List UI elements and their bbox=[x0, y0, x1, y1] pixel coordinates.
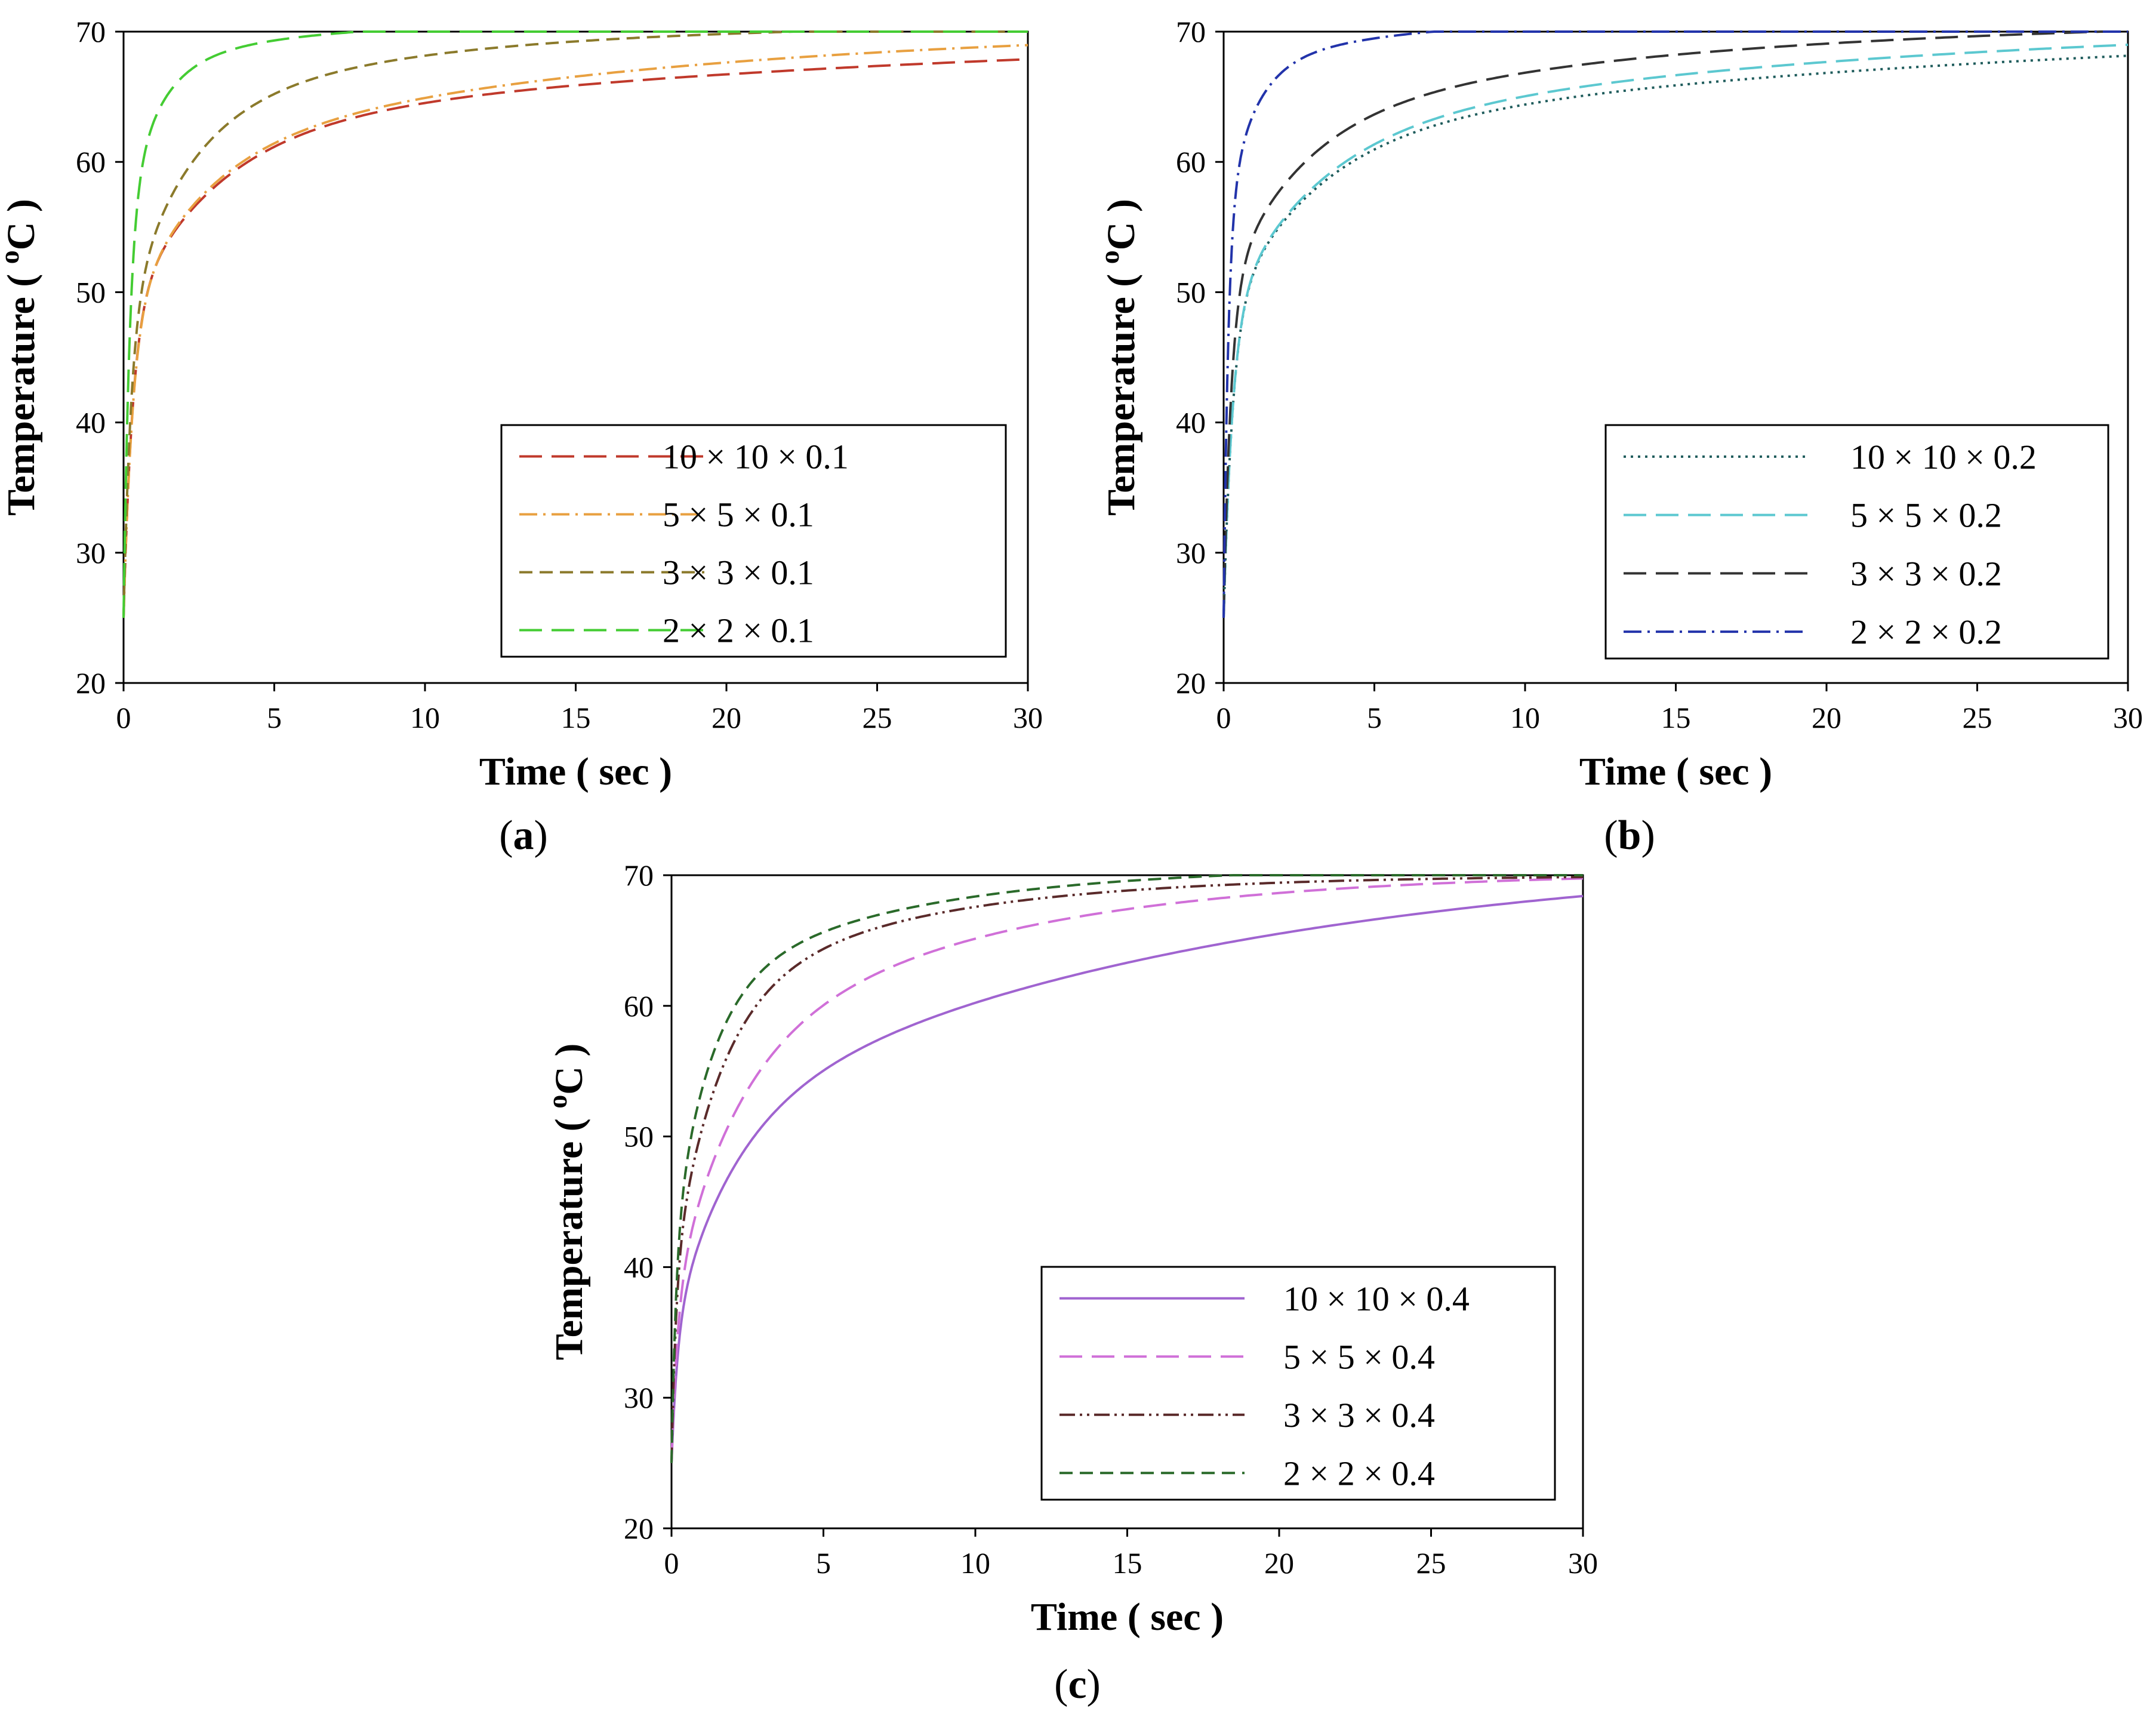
y-axis-title: Temperature ( oC ) bbox=[542, 1044, 591, 1361]
x-tick-label: 10 bbox=[410, 701, 440, 734]
chart-panel-b: 0 5 10 15 20 25 30 20 30 40 50 60 70 Time ( sec ) Temp… bbox=[1094, 15, 2143, 793]
y-tick-label: 60 bbox=[1176, 145, 1206, 179]
x-tick-label: 30 bbox=[2113, 701, 2143, 734]
legend-entry-4: 2 × 2 × 0.4 bbox=[1283, 1454, 1435, 1493]
y-tick-label: 70 bbox=[76, 15, 106, 48]
y-tick-label: 70 bbox=[1176, 15, 1206, 48]
x-tick-label: 20 bbox=[1812, 701, 1841, 734]
legend-entry-3: 3 × 3 × 0.2 bbox=[1850, 554, 2002, 593]
y-tick-label: 50 bbox=[76, 275, 106, 309]
x-tick-label: 30 bbox=[1013, 701, 1043, 734]
legend-entry-1: 10 × 10 × 0.2 bbox=[1850, 438, 2037, 476]
y-tick-label: 20 bbox=[1176, 666, 1206, 700]
x-tick-label: 10 bbox=[960, 1546, 990, 1580]
legend-entry-4: 2 × 2 × 0.1 bbox=[663, 611, 814, 650]
y-axis-title: Temperature ( oC ) bbox=[0, 199, 43, 516]
series-line-4 bbox=[122, 30, 1028, 618]
x-tick-label: 25 bbox=[1963, 701, 1992, 734]
x-tick-label: 15 bbox=[1113, 1546, 1142, 1580]
y-tick-label: 50 bbox=[1176, 275, 1206, 309]
chart-panel-c: 0 5 10 15 20 25 30 20 30 40 50 60 70 Time ( sec ) Temp… bbox=[542, 858, 1598, 1639]
y-tick-label: 60 bbox=[76, 145, 106, 179]
y-tick-label: 50 bbox=[624, 1120, 654, 1153]
series-line-1 bbox=[1222, 54, 2129, 618]
series-line-4 bbox=[1222, 30, 2128, 618]
y-tick-label: 40 bbox=[76, 406, 106, 439]
y-tick-label: 20 bbox=[76, 666, 106, 700]
legend-entry-4: 2 × 2 × 0.2 bbox=[1850, 613, 2002, 651]
legend-entry-2: 5 × 5 × 0.4 bbox=[1283, 1337, 1435, 1376]
y-tick-label: 30 bbox=[624, 1381, 654, 1414]
panel-label-b: (b) bbox=[1604, 813, 1655, 858]
x-tick-label: 20 bbox=[712, 701, 741, 734]
y-tick-label: 40 bbox=[1176, 406, 1206, 439]
legend-entry-1: 10 × 10 × 0.4 bbox=[1283, 1279, 1470, 1318]
legend-entry-2: 5 × 5 × 0.2 bbox=[1850, 496, 2002, 535]
legend-entry-3: 3 × 3 × 0.1 bbox=[663, 553, 814, 592]
x-tick-label: 5 bbox=[816, 1546, 831, 1580]
legend-entry-1: 10 × 10 × 0.1 bbox=[663, 438, 849, 476]
x-tick-label: 5 bbox=[1367, 701, 1382, 734]
x-tick-label: 15 bbox=[561, 701, 591, 734]
y-tick-label: 30 bbox=[76, 536, 106, 570]
series-line-3 bbox=[1222, 30, 2128, 618]
x-tick-label: 5 bbox=[267, 701, 282, 734]
x-tick-label: 0 bbox=[664, 1546, 679, 1580]
y-tick-label: 40 bbox=[624, 1250, 654, 1284]
x-axis-title: Time ( sec ) bbox=[1579, 750, 1772, 793]
series-line-3 bbox=[670, 876, 1584, 1463]
series-line-1 bbox=[122, 58, 1028, 618]
series-line-2 bbox=[670, 877, 1584, 1463]
series-line-4 bbox=[670, 874, 1583, 1463]
x-axis-title: Time ( sec ) bbox=[1031, 1595, 1224, 1639]
x-tick-label: 25 bbox=[863, 701, 892, 734]
legend-entry-3: 3 × 3 × 0.4 bbox=[1283, 1396, 1435, 1435]
y-axis-title: Temperature ( oC ) bbox=[1094, 199, 1143, 516]
panel-label-c: (c) bbox=[1054, 1661, 1101, 1707]
series-line-2 bbox=[1222, 44, 2129, 618]
y-tick-label: 70 bbox=[624, 858, 654, 892]
x-tick-label: 30 bbox=[1568, 1546, 1598, 1580]
x-tick-label: 20 bbox=[1264, 1546, 1294, 1580]
chart-panel-a: 0 5 10 15 20 25 30 20 30 40 50 60 70 Time ( sec ) Temp… bbox=[0, 15, 1043, 793]
series-line-1 bbox=[670, 894, 1584, 1463]
x-tick-label: 0 bbox=[1216, 701, 1231, 734]
legend-box bbox=[1604, 424, 2109, 660]
y-tick-label: 30 bbox=[1176, 536, 1206, 570]
y-tick-label: 60 bbox=[624, 989, 654, 1023]
legend-box bbox=[1040, 1266, 1556, 1501]
series-line-2 bbox=[122, 44, 1028, 618]
x-axis-title: Time ( sec ) bbox=[479, 750, 672, 793]
x-tick-label: 10 bbox=[1510, 701, 1540, 734]
x-tick-label: 25 bbox=[1416, 1546, 1446, 1580]
legend-entry-2: 5 × 5 × 0.1 bbox=[663, 496, 814, 534]
series-line-3 bbox=[122, 30, 1028, 618]
y-tick-label: 20 bbox=[624, 1512, 654, 1545]
panel-label-a: (a) bbox=[499, 813, 548, 858]
x-tick-label: 0 bbox=[116, 701, 131, 734]
legend-box bbox=[500, 424, 1007, 658]
x-tick-label: 15 bbox=[1661, 701, 1691, 734]
